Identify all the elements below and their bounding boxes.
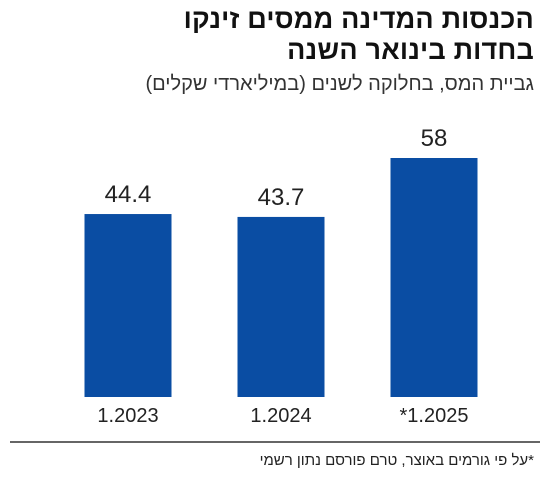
chart-title-line-1: הכנסות המדינה ממסים זינקו: [183, 4, 534, 34]
value-label-1: 43.7: [258, 184, 305, 211]
chart-header: הכנסות המדינה ממסים זינקו בחדות בינואר ה…: [14, 4, 534, 96]
footnote: *על פי גורמים באוצר, טרם פורסם נתון רשמי: [259, 452, 534, 469]
bar-0: [84, 214, 172, 397]
bar-chart: 44.4 1.2023 43.7 1.2024 58 *1.2025: [10, 125, 540, 443]
bar-1: [237, 216, 325, 397]
x-tick-label-1: 1.2024: [250, 405, 311, 427]
value-label-2: 58: [421, 125, 448, 152]
x-tick-label-2: *1.2025: [400, 405, 469, 427]
bar-2: [390, 158, 478, 397]
value-label-0: 44.4: [105, 181, 152, 208]
chart-title-line-2: בחדות בינואר השנה: [287, 35, 534, 65]
x-tick-label-0: 1.2023: [97, 405, 158, 427]
chart-subtitle: גביית המס, בחלוקה לשנים (במיליארדי שקלים…: [145, 73, 534, 95]
